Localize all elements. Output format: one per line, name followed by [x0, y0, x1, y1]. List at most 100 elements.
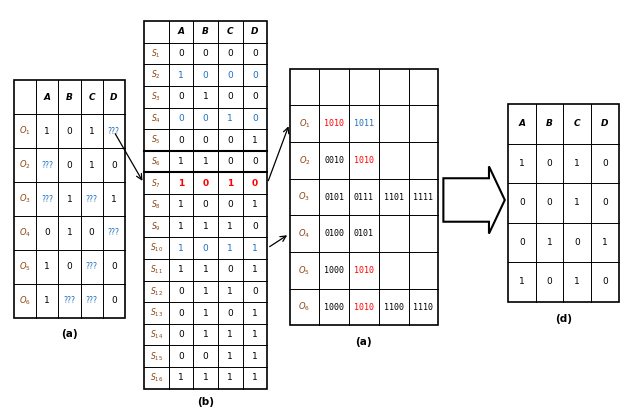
- Text: 1: 1: [203, 157, 209, 166]
- Text: 0: 0: [228, 135, 233, 144]
- Text: 0: 0: [203, 200, 209, 209]
- Text: 0: 0: [228, 200, 233, 209]
- Bar: [144, 21, 267, 389]
- Text: 1010: 1010: [324, 119, 344, 128]
- Text: 0111: 0111: [354, 193, 374, 202]
- Polygon shape: [443, 166, 505, 234]
- Text: $O_4$: $O_4$: [19, 226, 31, 239]
- Text: 0: 0: [602, 159, 608, 168]
- Text: 1: 1: [574, 277, 580, 286]
- Text: 1: 1: [547, 238, 553, 247]
- Text: 1: 1: [67, 195, 73, 204]
- Text: 0: 0: [547, 277, 553, 286]
- Text: 0: 0: [228, 157, 233, 166]
- Text: 1: 1: [45, 127, 50, 136]
- Text: 0: 0: [178, 49, 184, 58]
- Text: 1: 1: [203, 92, 209, 101]
- Text: $S_{3}$: $S_{3}$: [151, 91, 161, 103]
- Text: 1: 1: [178, 71, 184, 80]
- Text: 0: 0: [203, 114, 209, 123]
- Text: 1: 1: [252, 352, 258, 361]
- Text: $O_2$: $O_2$: [19, 159, 31, 171]
- Text: 0: 0: [547, 159, 553, 168]
- Text: $S_{16}$: $S_{16}$: [149, 372, 163, 384]
- Text: 0: 0: [67, 262, 73, 271]
- Text: (b): (b): [197, 397, 214, 407]
- Text: $S_{14}$: $S_{14}$: [149, 328, 163, 341]
- Text: 0: 0: [178, 352, 184, 361]
- Text: 0101: 0101: [354, 229, 374, 238]
- Text: (d): (d): [555, 314, 572, 324]
- Text: $O_4$: $O_4$: [298, 228, 310, 240]
- Text: ???: ???: [86, 262, 97, 271]
- Text: (a): (a): [61, 329, 78, 339]
- Text: 1: 1: [519, 159, 525, 168]
- Text: $S_{5}$: $S_{5}$: [151, 134, 161, 146]
- Text: $O_6$: $O_6$: [298, 301, 310, 313]
- Text: 1: 1: [178, 200, 184, 209]
- Text: 1: 1: [228, 287, 233, 296]
- Text: $S_{6}$: $S_{6}$: [151, 155, 161, 168]
- Text: 1: 1: [178, 373, 184, 382]
- Text: 1: 1: [203, 373, 209, 382]
- Text: $S_{12}$: $S_{12}$: [149, 285, 163, 298]
- Text: 1000: 1000: [324, 266, 344, 275]
- Text: 0: 0: [178, 114, 184, 123]
- Text: $O_2$: $O_2$: [298, 154, 310, 166]
- Text: 1010: 1010: [354, 266, 374, 275]
- Text: 0: 0: [67, 127, 73, 136]
- Text: 0: 0: [252, 157, 258, 166]
- Text: 1010: 1010: [354, 156, 374, 165]
- Text: $S_{1}$: $S_{1}$: [151, 47, 161, 60]
- Text: $S_{7}$: $S_{7}$: [151, 177, 161, 190]
- Text: 1: 1: [89, 161, 95, 170]
- Text: 0: 0: [252, 71, 258, 80]
- Text: 0: 0: [178, 330, 184, 339]
- Text: 1: 1: [602, 238, 608, 247]
- Text: D: D: [251, 27, 259, 36]
- Text: 1011: 1011: [354, 119, 374, 128]
- Text: 0: 0: [111, 296, 116, 305]
- Text: B: B: [546, 120, 553, 129]
- Text: $O_1$: $O_1$: [298, 118, 310, 130]
- Text: 1: 1: [89, 127, 95, 136]
- Text: 1: 1: [228, 114, 233, 123]
- Bar: [14, 80, 125, 317]
- Text: 1: 1: [574, 159, 580, 168]
- Text: 1: 1: [252, 330, 258, 339]
- Text: 0: 0: [519, 238, 525, 247]
- Text: ???: ???: [64, 296, 76, 305]
- Text: $S_{2}$: $S_{2}$: [151, 69, 161, 82]
- Text: 1: 1: [252, 200, 258, 209]
- Text: $O_1$: $O_1$: [19, 125, 31, 137]
- Text: 1: 1: [252, 373, 258, 382]
- Text: 0: 0: [89, 228, 95, 237]
- Text: 0: 0: [228, 265, 233, 274]
- Text: 1: 1: [178, 265, 184, 274]
- Text: 0: 0: [252, 114, 258, 123]
- Text: 1: 1: [227, 179, 233, 188]
- Text: 0: 0: [519, 198, 525, 207]
- Text: $S_{9}$: $S_{9}$: [151, 220, 161, 233]
- Text: 0: 0: [252, 179, 258, 188]
- Text: 0: 0: [178, 135, 184, 144]
- Text: 0: 0: [574, 238, 580, 247]
- Text: 0: 0: [67, 161, 73, 170]
- Text: ???: ???: [41, 195, 53, 204]
- Text: 1111: 1111: [413, 193, 433, 202]
- Text: ???: ???: [86, 296, 97, 305]
- Text: 0: 0: [203, 244, 209, 253]
- Text: 1010: 1010: [354, 303, 374, 312]
- Text: 1110: 1110: [413, 303, 433, 312]
- Text: 1: 1: [252, 265, 258, 274]
- Text: $O_6$: $O_6$: [19, 295, 31, 307]
- Text: 1: 1: [203, 308, 209, 317]
- Text: $O_3$: $O_3$: [298, 191, 310, 203]
- Text: B: B: [202, 27, 209, 36]
- Text: 0: 0: [203, 352, 209, 361]
- Text: 0: 0: [203, 135, 209, 144]
- Text: 0: 0: [178, 308, 184, 317]
- Text: 1: 1: [228, 330, 233, 339]
- Text: 0: 0: [45, 228, 50, 237]
- Text: C: C: [574, 120, 581, 129]
